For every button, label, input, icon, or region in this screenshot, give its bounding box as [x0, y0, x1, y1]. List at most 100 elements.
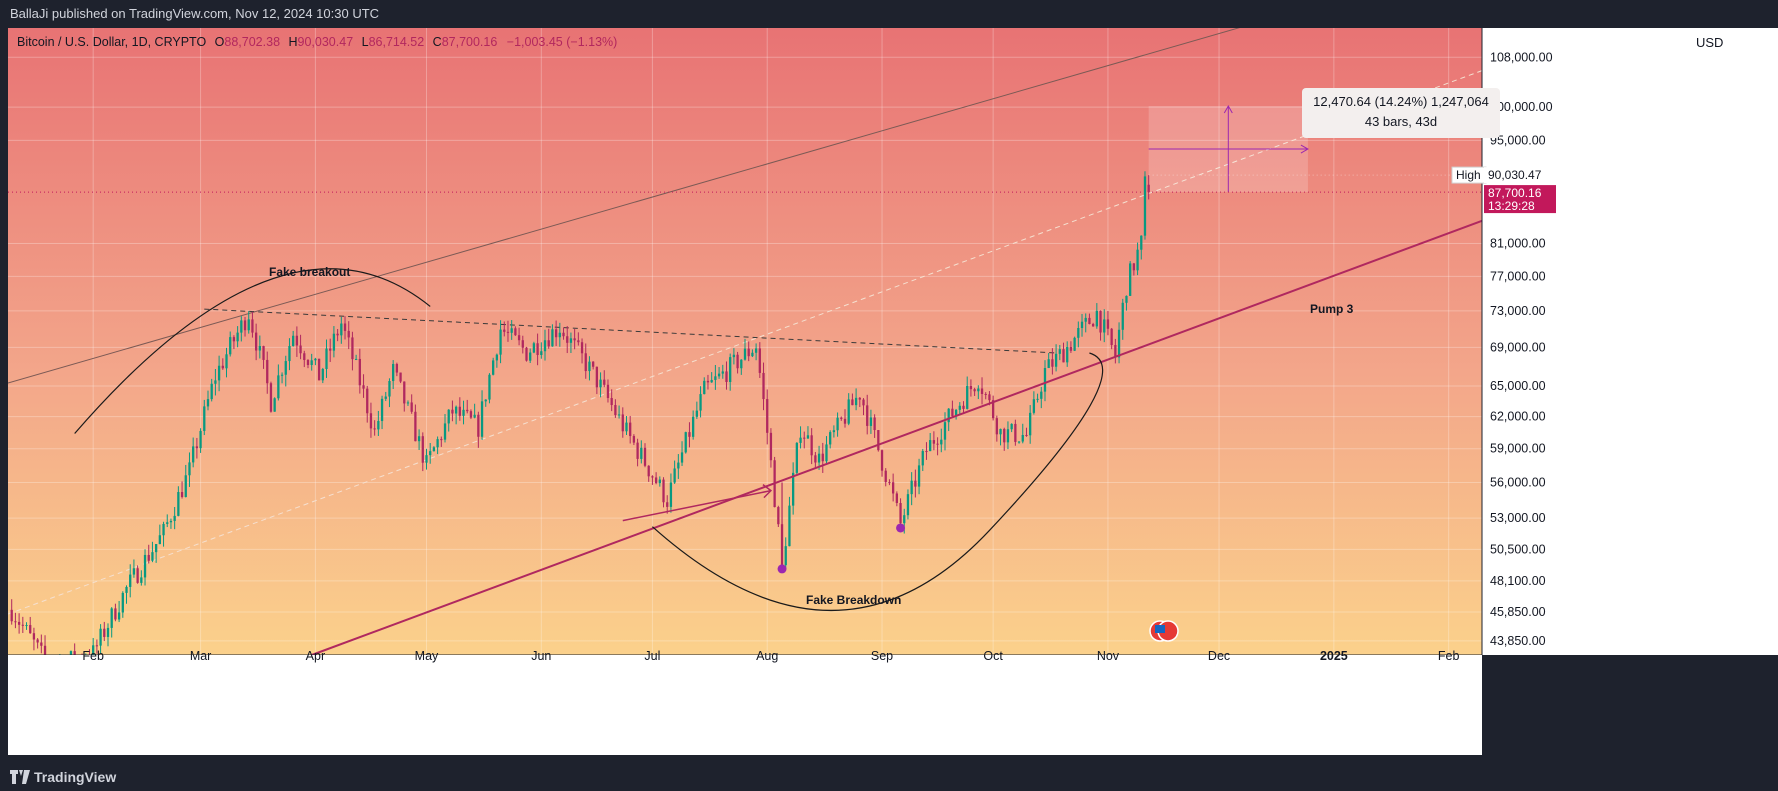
candle-body — [410, 402, 413, 412]
candle-body — [714, 376, 717, 380]
candle-body — [343, 323, 347, 331]
y-tick-label: 59,000.00 — [1490, 442, 1546, 456]
candle-body — [910, 480, 913, 495]
pump-3-label: Pump 3 — [1310, 302, 1354, 316]
candle-body — [388, 381, 391, 397]
high-tag-value: 90,030.47 — [1488, 168, 1542, 182]
candle-body — [151, 552, 154, 561]
candle-body — [617, 414, 621, 416]
candle-body — [1051, 359, 1054, 367]
candle-body — [499, 329, 502, 355]
candle-body — [380, 398, 384, 422]
candle-body — [1066, 347, 1069, 363]
candle-body — [40, 642, 43, 646]
candle-body — [373, 428, 376, 430]
candle-body — [14, 621, 17, 623]
candle-body — [236, 332, 239, 342]
candle-body — [599, 379, 602, 388]
candle-body — [306, 359, 310, 365]
candle-body — [469, 411, 473, 418]
candle-body — [791, 472, 795, 506]
currency-selector[interactable]: USD — [1686, 30, 1764, 56]
candle-body — [1058, 349, 1061, 354]
candle-body — [640, 447, 643, 459]
candle-body — [1073, 337, 1076, 351]
candle-body — [321, 368, 324, 381]
candle-body — [303, 353, 306, 360]
candle-body — [180, 492, 184, 498]
y-tick-label: 56,000.00 — [1490, 475, 1546, 489]
candle-body — [29, 625, 32, 634]
candle-body — [310, 360, 313, 365]
candle-body — [699, 394, 702, 411]
candle-body — [769, 432, 773, 461]
candle-body — [1095, 310, 1098, 327]
candle-body — [821, 453, 824, 462]
candle-body — [103, 628, 106, 637]
candle-body — [232, 337, 236, 342]
candle-body — [243, 320, 247, 331]
candle-body — [1036, 398, 1039, 400]
candle-body — [621, 414, 624, 432]
price-scale[interactable] — [1482, 28, 1778, 655]
measure-tooltip: 12,470.64 (14.24%) 1,247,064 43 bars, 43… — [1302, 88, 1500, 138]
candle-body — [488, 374, 491, 400]
candle-body — [558, 332, 561, 338]
high-label: H — [288, 35, 298, 49]
candle-body — [666, 502, 669, 507]
low-marker-dot — [777, 564, 787, 574]
candle-body — [1121, 302, 1124, 330]
candle-body — [32, 633, 36, 640]
candle-body — [436, 439, 439, 448]
candle-body — [1017, 441, 1021, 443]
candle-body — [969, 386, 973, 390]
candle-body — [947, 408, 950, 423]
candle-body — [966, 386, 969, 409]
candle-body — [354, 358, 358, 360]
candle-body — [117, 612, 121, 620]
publisher-text: BallaJi published on TradingView.com, No… — [10, 6, 380, 21]
chart-area[interactable]: 108,000.00 100,000.00 95,000.00 81,000.00 77… — [7, 11, 1778, 755]
measure-arrowhead-right — [1300, 144, 1309, 154]
candle-body — [854, 397, 858, 406]
candle-body — [658, 479, 661, 484]
candle-body — [1106, 319, 1110, 329]
candle-body — [592, 361, 595, 367]
symbol-name: Bitcoin / U.S. Dollar, 1D, CRYPTO — [17, 35, 207, 49]
candle-body — [851, 399, 854, 406]
candle-body — [477, 414, 480, 437]
x-tick-label: Dec — [1208, 649, 1230, 663]
flag-icon — [1149, 620, 1179, 642]
candle-body — [503, 329, 506, 332]
high-tag-label: High — [1456, 168, 1481, 182]
candle-body — [1091, 323, 1095, 327]
candle-body — [954, 409, 958, 417]
candle-body — [125, 586, 128, 593]
candle-body — [1088, 317, 1091, 324]
candle-body — [906, 494, 910, 516]
candle-body — [132, 568, 136, 575]
candle-body — [280, 374, 284, 376]
candle-body — [921, 451, 924, 466]
candle-body — [940, 439, 943, 445]
time-scale[interactable] — [8, 655, 1482, 755]
candle-body — [662, 479, 665, 503]
price-chart[interactable]: 108,000.00 100,000.00 95,000.00 81,000.00 77… — [7, 11, 1778, 755]
candle-body — [562, 332, 565, 337]
candle-body — [192, 446, 195, 463]
candle-body — [299, 345, 302, 354]
candle-body — [203, 406, 206, 431]
candle-body — [169, 520, 173, 523]
candle-body — [654, 477, 658, 484]
candle-body — [858, 397, 861, 400]
candle-body — [840, 417, 843, 419]
x-tick-label: Feb — [82, 649, 104, 663]
candle-body — [1032, 399, 1036, 413]
candle-body — [973, 389, 976, 392]
candle-body — [1147, 184, 1150, 193]
candle-body — [880, 450, 884, 471]
candle-body — [369, 413, 373, 429]
candle-body — [847, 399, 850, 424]
x-tick-label: Oct — [983, 649, 1003, 663]
candle-body — [229, 337, 232, 355]
